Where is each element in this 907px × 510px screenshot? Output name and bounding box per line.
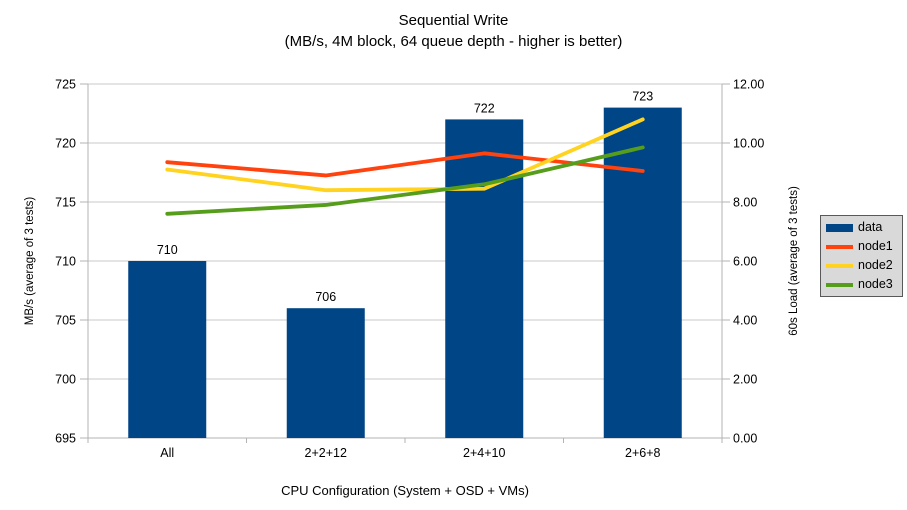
bar-2+2+12 — [286, 308, 365, 438]
left-tick-label: 725 — [55, 78, 76, 92]
left-tick-label: 705 — [55, 314, 76, 328]
right-tick-label: 8.00 — [733, 196, 757, 210]
line-node2 — [165, 117, 645, 193]
legend-label-data: data — [858, 220, 883, 234]
bar-data-label: 710 — [157, 243, 178, 257]
right-tick-label: 2.00 — [733, 373, 757, 387]
legend-item-node3: node3 — [821, 275, 902, 294]
left-tick-label: 700 — [55, 373, 76, 387]
legend-label-node2: node2 — [858, 258, 893, 272]
right-tick-label: 4.00 — [733, 314, 757, 328]
legend-swatch-node2 — [826, 263, 853, 268]
bar-data-label: 723 — [632, 90, 653, 104]
chart-title: Sequential Write — [398, 12, 509, 29]
legend-item-node1: node1 — [821, 237, 902, 256]
legend: data node1 node2 node3 — [820, 215, 903, 297]
x-category-label: 2+2+12 — [305, 446, 347, 460]
line-node1 — [165, 151, 645, 178]
right-tick-label: 12.00 — [733, 78, 764, 92]
title-block: Sequential Write (MB/s, 4M block, 64 que… — [0, 10, 907, 52]
right-axis-title: 60s Load (average of 3 tests) — [788, 186, 800, 336]
bar-2+4+10 — [445, 119, 524, 439]
bar-2+6+8 — [603, 107, 682, 438]
left-axis-title: MB/s (average of 3 tests) — [24, 196, 36, 326]
right-tick-label: 0.00 — [733, 432, 757, 446]
x-category-label: All — [160, 446, 174, 460]
x-axis-title: CPU Configuration (System + OSD + VMs) — [281, 483, 529, 498]
legend-item-node2: node2 — [821, 256, 902, 275]
x-category-label: 2+4+10 — [463, 446, 505, 460]
legend-label-node1: node1 — [858, 239, 893, 253]
line-node3 — [165, 145, 645, 216]
legend-item-data: data — [821, 218, 902, 237]
legend-label-node3: node3 — [858, 277, 893, 291]
legend-swatch-node1 — [826, 244, 853, 249]
right-tick-label: 6.00 — [733, 255, 757, 269]
left-tick-label: 695 — [55, 432, 76, 446]
bar-data-label: 706 — [315, 290, 336, 304]
chart-subtitle: (MB/s, 4M block, 64 queue depth - higher… — [284, 33, 623, 50]
bar-All — [128, 261, 207, 438]
legend-swatch-data — [826, 223, 853, 232]
x-category-label: 2+6+8 — [625, 446, 661, 460]
legend-swatch-node3 — [826, 282, 853, 287]
left-tick-label: 715 — [55, 196, 76, 210]
left-tick-label: 710 — [55, 255, 76, 269]
right-tick-label: 10.00 — [733, 137, 764, 151]
bar-data-label: 722 — [474, 101, 495, 115]
left-tick-label: 720 — [55, 137, 76, 151]
